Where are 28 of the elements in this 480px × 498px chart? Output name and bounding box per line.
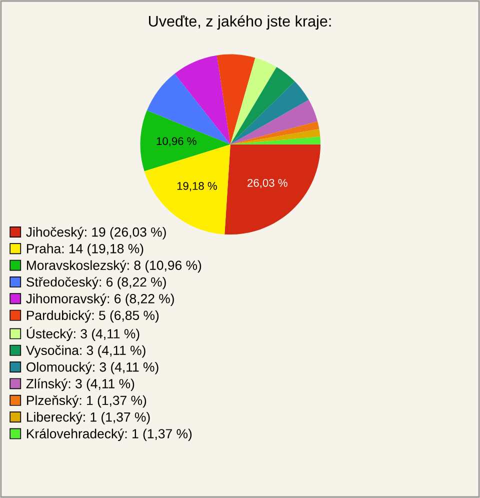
legend-label: Středočeský: 6 (8,22 %) [26,276,166,290]
legend-label: Jihomoravský: 6 (8,22 %) [26,294,174,306]
pie-slice [140,110,230,172]
legend-label: Pardubický: 5 (6,85 %) [26,310,159,323]
legend-label: Liberecký: 1 (1,37 %) [26,412,150,424]
legend-label: Plzeňský: 1 (1,37 %) [26,395,146,408]
legend-label: Praha: 14 (19,18 %) [26,244,144,256]
pie-slice [230,100,318,144]
data-label: 26,03 % [248,178,288,188]
pie-slice [216,54,256,144]
legend-label: Královehradecký: 1 (1,37 %) [26,428,192,442]
data-label: 10,96 % [156,137,196,146]
legend-label: Jihočeský: 19 (26,03 %) [26,226,166,240]
legend-label: Zlínský: 3 (4,11 %) [26,378,134,391]
legend-label: Moravskoslezský: 8 (10,96 %) [26,260,202,273]
legend-label: Ústecký: 3 (4,11 %) [26,326,140,342]
pie-slice [224,144,321,235]
chart-title: Uveďte, z jakého jste kraje: [149,15,331,30]
pie-slice [230,128,320,144]
legend-label: Olomoucký: 3 (4,11 %) [26,362,158,374]
pie-slice [230,136,321,144]
pie-slice [146,74,230,144]
legend-label: Vysočina: 3 (4,11 %) [26,345,146,358]
pie-slice [230,121,320,144]
data-label: 19,18 % [177,182,217,192]
pie-slice [230,58,277,144]
pie-slice [230,67,295,144]
pie-slice [230,81,309,144]
